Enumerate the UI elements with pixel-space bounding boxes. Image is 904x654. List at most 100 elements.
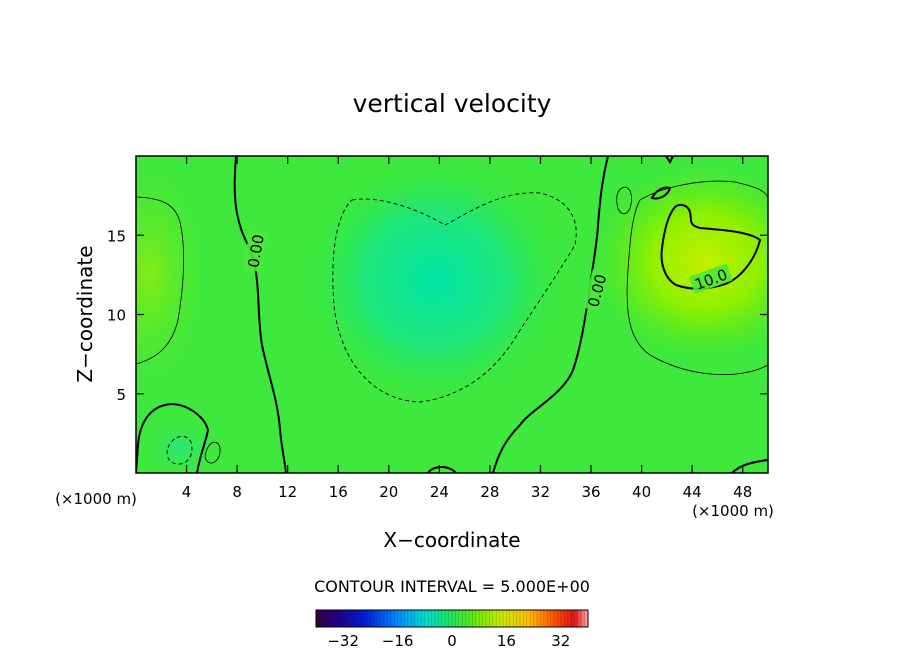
y-axis-title: Z−coordinate [73, 245, 97, 382]
contour-positive-bottom-loop [204, 441, 221, 464]
colorbar-cell [547, 610, 551, 627]
colorbar-cell [499, 610, 504, 627]
colorbar-cell [356, 610, 361, 627]
colorbar-cell [574, 610, 579, 627]
colorbar-cell [322, 610, 327, 627]
x-tick-label: 20 [379, 483, 398, 501]
colorbar-cell [418, 610, 422, 627]
colorbar-cell [486, 610, 490, 627]
colorbar-cell [384, 610, 388, 627]
contour-positive-small-loop [616, 186, 632, 215]
colorbar-cell [435, 610, 439, 627]
colorbar-cell [560, 610, 565, 627]
colorbar-cell [567, 610, 572, 627]
colorbar-cell [472, 610, 477, 627]
contour-zero-left [233, 156, 287, 473]
contour-label-bg [242, 229, 268, 273]
colorbar-cell [370, 610, 375, 627]
x-axis-unit-right: (×1000 m) [692, 502, 774, 520]
colorbar-cell [581, 610, 585, 627]
colorbar-cell [421, 610, 426, 627]
colorbar-cell [390, 610, 395, 627]
contour-positive-right [626, 180, 768, 376]
colorbar-cell [465, 610, 470, 627]
colorbar-cell [462, 610, 466, 627]
colorbar-cell [407, 610, 412, 627]
x-tick-label: 24 [430, 483, 449, 501]
colorbar-cell [577, 610, 582, 627]
contour-label-text: 0.00 [244, 233, 268, 269]
contour-negative-center [332, 192, 577, 403]
colorbar-cell [411, 610, 415, 627]
contour-label-bg [688, 263, 733, 294]
x-tick-label: 44 [683, 483, 702, 501]
colorbar-cell [520, 610, 524, 627]
heatmap-minimum-region [305, 160, 565, 400]
colorbar-cell [424, 610, 429, 627]
colorbar-cell [394, 610, 398, 627]
colorbar: −32 −16 0 16 32 [315, 609, 589, 650]
chart-title: vertical velocity [353, 89, 552, 118]
x-axis-unit-left: (×1000 m) [55, 490, 137, 508]
x-tick-label: 4 [182, 483, 192, 501]
colorbar-cell [404, 610, 409, 627]
colorbar-cell [336, 610, 341, 627]
contour-label: 0.00 [242, 229, 268, 273]
colorbar-cell [441, 610, 446, 627]
y-tick-label: 5 [116, 386, 126, 404]
colorbar-cell [397, 610, 402, 627]
heatmap-maximum-region [595, 167, 768, 357]
x-tick-label: 16 [329, 483, 348, 501]
colorbar-cell [523, 610, 528, 627]
colorbar-cell [543, 610, 548, 627]
colorbar-cell [326, 610, 330, 627]
colorbar-cell [353, 610, 358, 627]
colorbar-cell [401, 610, 405, 627]
colorbar-cell [584, 610, 589, 627]
colorbar-cell [533, 610, 538, 627]
colorbar-cell [377, 610, 381, 627]
colorbar-tick-label: 16 [497, 632, 516, 650]
colorbar-cell [469, 610, 473, 627]
colorbar-cell [458, 610, 463, 627]
y-tick-label: 15 [107, 227, 126, 245]
colorbar-cell [452, 610, 456, 627]
colorbar-cell [346, 610, 351, 627]
colorbar-cell [550, 610, 555, 627]
colorbar-cell [554, 610, 558, 627]
colorbar-cell [414, 610, 419, 627]
colorbar-cell [373, 610, 378, 627]
x-tick-label: 32 [531, 483, 550, 501]
colorbar-cell [564, 610, 568, 627]
colorbar-tick-label: 0 [447, 632, 457, 650]
colorbar-cell [316, 610, 320, 627]
contour-ten [660, 203, 762, 290]
contour-zero-bottom-center [427, 466, 457, 473]
colorbar-cell [380, 610, 385, 627]
colorbar-cell [363, 610, 368, 627]
colorbar-cell [513, 610, 517, 627]
contour-negative-bottom-left [166, 435, 193, 465]
contour-zero-bottom-left [136, 402, 210, 473]
x-tick-label: 48 [733, 483, 752, 501]
contour-label: 10.0 [688, 263, 733, 294]
contour-label-bg [582, 268, 611, 313]
colorbar-cell [329, 610, 334, 627]
colorbar-cell [482, 610, 487, 627]
colorbar-cell [448, 610, 453, 627]
colorbar-cell [428, 610, 432, 627]
colorbar-cell [489, 610, 494, 627]
x-tick-label: 8 [232, 483, 242, 501]
colorbar-cell [509, 610, 514, 627]
x-tick-label: 36 [581, 483, 600, 501]
contour-positive-left [136, 196, 185, 365]
colorbar-cell [333, 610, 337, 627]
colorbar-cell [503, 610, 507, 627]
colorbar-cell [506, 610, 511, 627]
colorbar-cell [445, 610, 449, 627]
colorbar-cell [339, 610, 344, 627]
colorbar-cell [431, 610, 436, 627]
colorbar-cell [438, 610, 443, 627]
colorbar-tick-label: −16 [382, 632, 414, 650]
